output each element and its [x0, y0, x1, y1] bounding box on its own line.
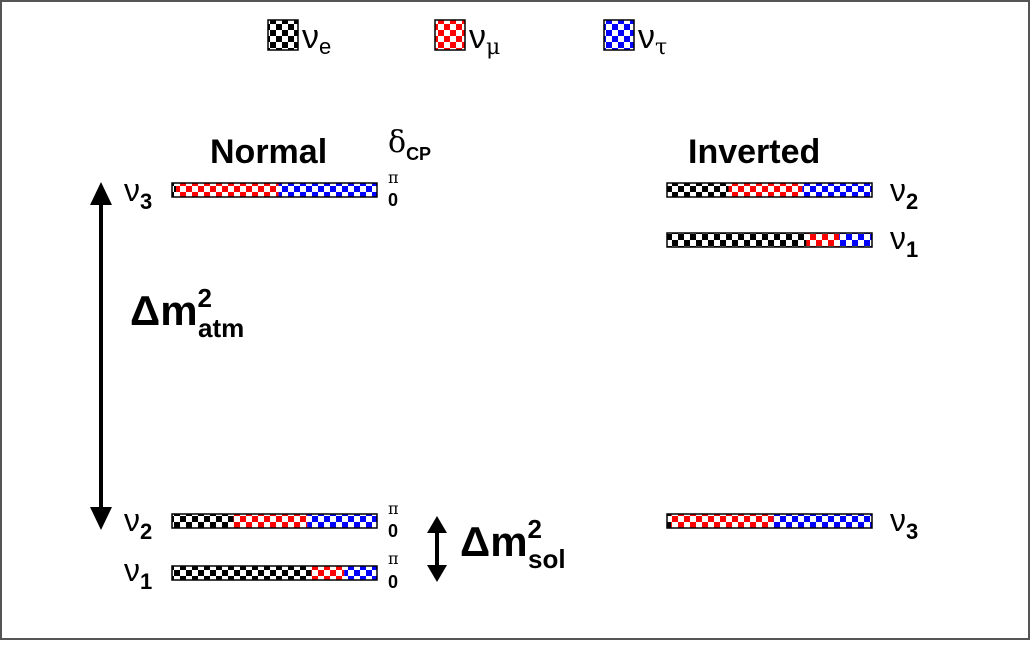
legend-label-nu-mu: νμ — [469, 18, 500, 60]
inverted-ordering: Inverted ν2 ν1 ν3 — [666, 133, 918, 544]
delta-m-atm-arrow-head-down — [90, 507, 112, 530]
inverted-bar-nu3-outline — [666, 513, 873, 529]
inverted-bar-nu3-segment-tau — [773, 514, 872, 528]
normal-state-label-nu3: ν3 — [124, 172, 152, 214]
normal-title: Normal — [210, 133, 327, 171]
inverted-state-label-nu1: ν1 — [890, 220, 918, 262]
normal-bar-nu2 — [171, 513, 378, 529]
normal-bar-nu2-segment-mu — [233, 514, 308, 528]
inverted-bar-nu3-segment-mu — [671, 514, 774, 528]
phase-zero-nu3: 0 — [388, 190, 398, 210]
inverted-bar-nu1-segment-e — [667, 233, 807, 247]
normal-bar-nu1-segment-mu — [311, 566, 345, 580]
inverted-flavor-bars — [666, 182, 873, 529]
normal-bar-nu2-outline — [171, 513, 378, 529]
normal-bar-nu2-segment-tau — [307, 514, 377, 528]
legend-swatch-nu-mu — [434, 19, 466, 51]
phase-pi-nu2: π — [388, 499, 399, 518]
delta-m-sol-arrow-head-down — [427, 565, 447, 582]
normal-flavor-bars — [171, 182, 378, 581]
legend-label-nu-tau: ντ — [638, 18, 667, 60]
inverted-bar-nu2-segment-tau — [802, 183, 872, 197]
inverted-bar-nu2-segment-e — [667, 183, 729, 197]
normal-bar-nu3-segment-mu — [176, 183, 279, 197]
inverted-bar-nu3 — [666, 513, 873, 529]
legend: νe νμ ντ — [267, 18, 667, 60]
normal-bar-nu3-segment-tau — [278, 183, 377, 197]
normal-state-label-nu2: ν2 — [124, 502, 152, 544]
inverted-bar-nu3-segment-e — [667, 514, 672, 528]
phase-pi-nu3: π — [388, 168, 399, 187]
inverted-state-label-nu3: ν3 — [890, 502, 918, 544]
legend-label-nu-e: νe — [302, 18, 331, 59]
delta-cp-label: δCP — [388, 125, 431, 164]
normal-bar-nu3-segment-e — [172, 183, 177, 197]
phase-zero-nu2: 0 — [388, 521, 398, 541]
phase-pi-nu1: π — [388, 549, 399, 568]
normal-bar-nu1-outline — [171, 565, 378, 581]
normal-bar-nu1-segment-tau — [344, 566, 377, 580]
normal-ordering: Normal δCP Δm2 atm Δm2 sol ν3 ν2 ν1 π — [90, 125, 566, 594]
delta-m-sol-label: Δm2 sol — [460, 514, 566, 574]
phase-zero-nu1: 0 — [388, 572, 398, 592]
inverted-bar-nu1-segment-tau — [839, 233, 872, 247]
inverted-bar-nu2 — [666, 182, 873, 198]
inverted-bar-nu1-segment-mu — [806, 233, 840, 247]
inverted-state-label-nu2: ν2 — [890, 172, 918, 214]
normal-bar-nu3 — [171, 182, 378, 198]
inverted-title: Inverted — [688, 133, 820, 171]
inverted-bar-nu1-outline — [666, 232, 873, 248]
normal-state-label-nu1: ν1 — [124, 552, 152, 594]
legend-swatch-nu-e — [267, 19, 299, 51]
inverted-bar-nu1 — [666, 232, 873, 248]
normal-bar-nu3-outline — [171, 182, 378, 198]
normal-bar-nu1 — [171, 565, 378, 581]
delta-m-atm-arrow-head-up — [90, 182, 112, 205]
normal-bar-nu1-segment-e — [172, 566, 312, 580]
normal-bar-nu2-segment-e — [172, 514, 234, 528]
delta-m-sol-arrow-head-up — [427, 516, 447, 533]
legend-swatch-nu-tau — [603, 19, 635, 51]
inverted-bar-nu2-outline — [666, 182, 873, 198]
delta-m-atm-label: Δm2 atm — [130, 283, 244, 343]
inverted-bar-nu2-segment-mu — [728, 183, 803, 197]
normal-phase-labels: π 0 π 0 π 0 — [388, 168, 399, 592]
